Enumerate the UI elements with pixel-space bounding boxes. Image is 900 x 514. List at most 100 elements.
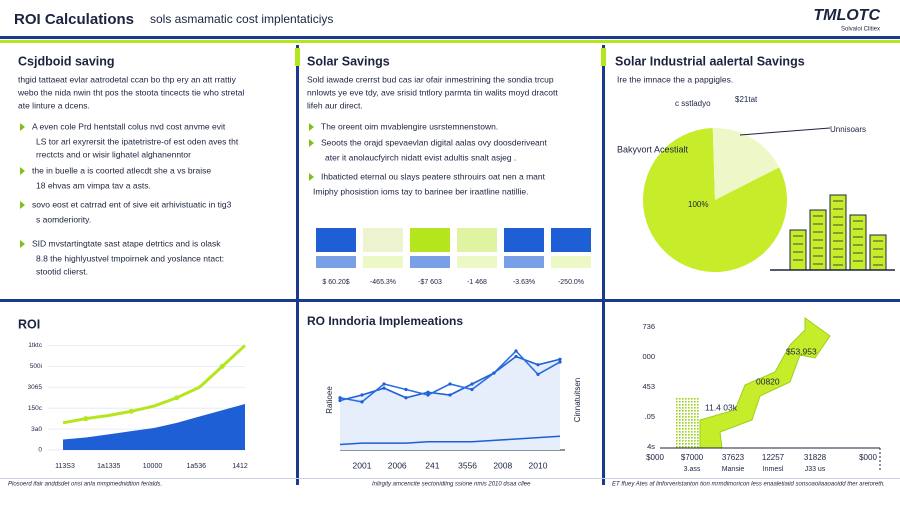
header-accent bbox=[0, 40, 900, 43]
area bbox=[63, 404, 245, 450]
hatch bbox=[679, 398, 681, 400]
hatch bbox=[682, 434, 684, 436]
pie-label: Unnisoars bbox=[830, 125, 866, 134]
x-tick-label: 2008 bbox=[493, 460, 512, 470]
building bbox=[829, 194, 847, 271]
footer-line bbox=[0, 478, 900, 479]
x-tick-label: 10000 bbox=[143, 463, 163, 470]
hatch bbox=[685, 416, 687, 418]
pie-slice bbox=[712, 127, 780, 200]
block-strip bbox=[363, 256, 403, 268]
hatch bbox=[697, 413, 699, 415]
hatch bbox=[694, 401, 696, 403]
y-tick-label: 150c bbox=[28, 405, 43, 412]
hatch bbox=[679, 440, 681, 442]
hatch bbox=[697, 404, 699, 406]
point bbox=[558, 360, 562, 364]
x-tick-sub: J33 us bbox=[805, 466, 826, 473]
bullet-text: A even cole Prd hentstall colus nvd cost… bbox=[32, 121, 226, 131]
x-tick-sub: Mansie bbox=[722, 466, 745, 473]
hatch bbox=[691, 407, 693, 409]
hatch bbox=[691, 416, 693, 418]
hatch bbox=[697, 398, 699, 400]
hatch bbox=[679, 434, 681, 436]
x-tick-sub: 3.ass bbox=[684, 466, 701, 473]
hatch bbox=[688, 446, 690, 448]
paragraph: webo the nida nwin tht pos the stoota ti… bbox=[17, 87, 244, 97]
hatch bbox=[676, 422, 678, 424]
data-label: 11.4 03k bbox=[705, 402, 738, 412]
x-tick-label: 2010 bbox=[529, 460, 548, 470]
arrow bbox=[699, 317, 831, 449]
point bbox=[382, 386, 386, 390]
x-tick-label: 241 bbox=[425, 460, 439, 470]
hatch bbox=[691, 404, 693, 406]
bullet-text: the in buelle a is coorted atlecdt she a… bbox=[32, 165, 211, 175]
bullet bbox=[309, 139, 314, 147]
hatch bbox=[679, 407, 681, 409]
hatch bbox=[697, 401, 699, 403]
bullet-sub: rrectcts and or wisir lighatel alghanenn… bbox=[36, 149, 191, 159]
hatch bbox=[685, 425, 687, 427]
divider bbox=[602, 45, 605, 485]
point bbox=[448, 393, 452, 397]
hatch bbox=[676, 431, 678, 433]
hatch bbox=[694, 422, 696, 424]
hatch bbox=[679, 416, 681, 418]
block-strip bbox=[551, 256, 591, 268]
block-strip bbox=[316, 256, 356, 268]
hatch bbox=[688, 401, 690, 403]
bullet-sub: 8.8 the highlyustvel tmpoirnek and yosla… bbox=[36, 253, 224, 263]
hatch bbox=[682, 425, 684, 427]
point bbox=[382, 382, 386, 386]
hatch bbox=[697, 410, 699, 412]
x-tick-label: $7000 bbox=[681, 453, 704, 462]
hatch bbox=[685, 404, 687, 406]
bullet-sub: LS tor arl exyrersit the ipatetristre-of… bbox=[36, 136, 239, 146]
y-tick-label: 453 bbox=[642, 382, 655, 391]
paragraph: ate linture a dcens. bbox=[18, 100, 90, 110]
block-label: -250.0% bbox=[558, 279, 584, 286]
hatch bbox=[685, 431, 687, 433]
block bbox=[551, 228, 591, 252]
leader bbox=[739, 127, 831, 136]
point bbox=[404, 396, 408, 400]
hatch bbox=[685, 401, 687, 403]
point bbox=[404, 387, 408, 392]
hatch bbox=[676, 410, 678, 412]
point bbox=[514, 349, 518, 353]
x-tick-label: 113S3 bbox=[55, 463, 75, 470]
hatch bbox=[697, 419, 699, 421]
hatch bbox=[685, 410, 687, 412]
y-tick-label: 1tktc bbox=[28, 342, 42, 349]
bullet bbox=[20, 201, 25, 209]
block-label: -465.3% bbox=[370, 279, 396, 286]
hatch bbox=[688, 437, 690, 439]
hatch bbox=[691, 446, 693, 448]
bullet bbox=[20, 123, 25, 131]
hatch bbox=[676, 404, 678, 406]
y-tick-label: 4s bbox=[647, 442, 655, 451]
pie-label: c sstladyo bbox=[675, 99, 711, 108]
y-tick-label: 0 bbox=[38, 447, 42, 454]
hatch bbox=[679, 425, 681, 427]
hatch bbox=[691, 428, 693, 430]
bullet-sub: 18 ehvas am vimpa tav a asts. bbox=[36, 180, 151, 190]
point bbox=[219, 363, 225, 369]
hatch bbox=[694, 410, 696, 412]
block-strip bbox=[410, 256, 450, 268]
pie-slice bbox=[643, 128, 787, 272]
point bbox=[360, 400, 364, 404]
x-tick-label: 1a1335 bbox=[97, 463, 120, 470]
hatch bbox=[688, 419, 690, 421]
hatch bbox=[685, 437, 687, 439]
area bbox=[340, 356, 560, 450]
hatch bbox=[694, 437, 696, 439]
hatch bbox=[682, 428, 684, 430]
caption: Inlirgity amcencite sectonidiing ssione … bbox=[372, 482, 531, 488]
x-tick-label: 2001 bbox=[353, 460, 372, 470]
x-tick-label: 3556 bbox=[458, 460, 477, 470]
hatch bbox=[676, 434, 678, 436]
y-tick-label: 736 bbox=[642, 322, 655, 331]
